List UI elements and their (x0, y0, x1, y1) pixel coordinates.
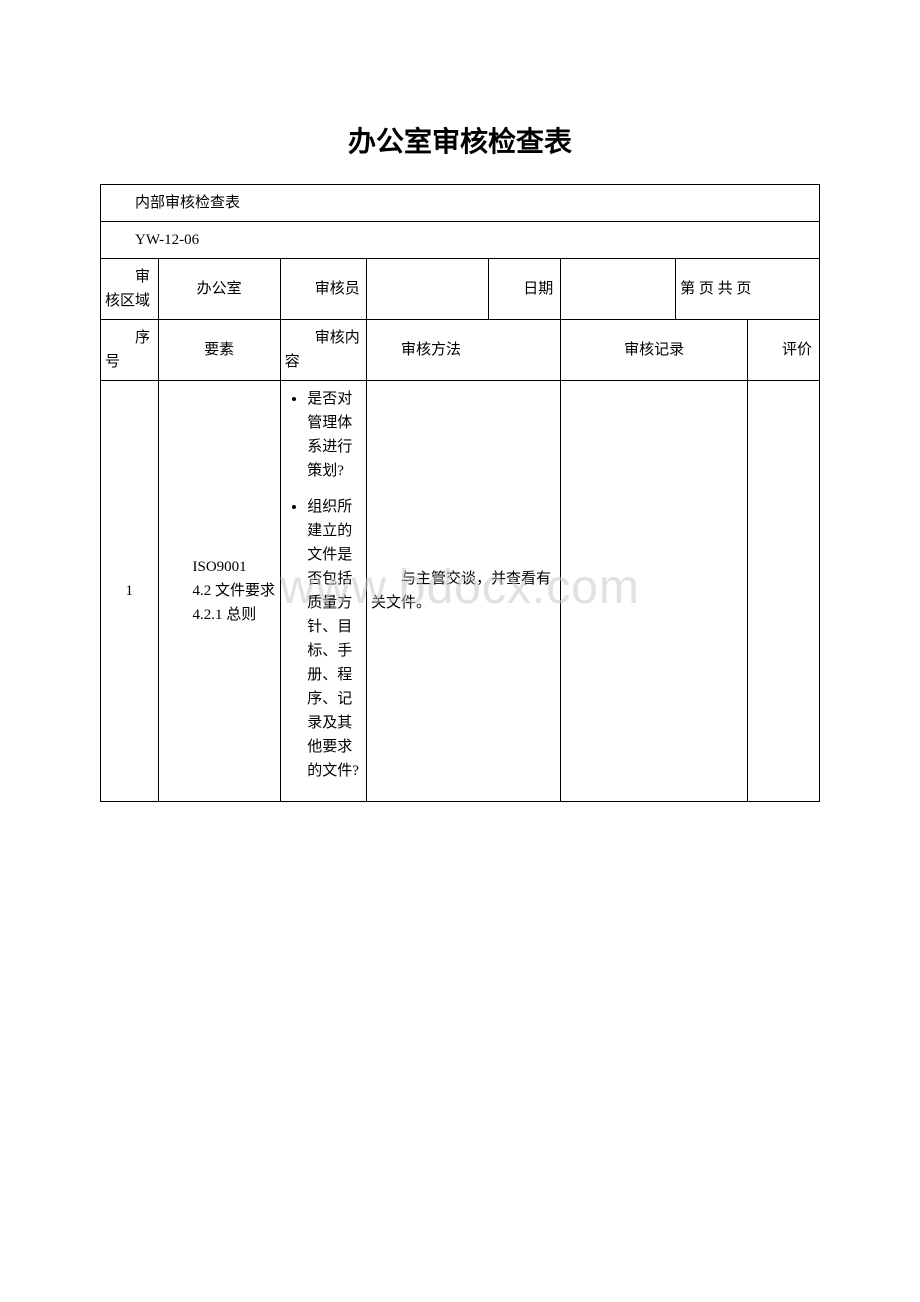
element-line2: 4.2 文件要求 (163, 579, 276, 603)
doc-code-cell: YW-12-06 (101, 222, 820, 259)
seq-cell: 1 (101, 381, 159, 802)
col-method-text: 审核方法 (371, 338, 556, 362)
audit-area-value-cell: 办公室 (158, 259, 280, 320)
date-label: 日期 (493, 277, 556, 301)
auditor-value-cell (367, 259, 489, 320)
col-eval-header: 评价 (748, 320, 820, 381)
eval-cell (748, 381, 820, 802)
audit-checklist-table: 内部审核检查表 YW-12-06 审核区域 办公室 审核员 日期 第 页 共 页 (100, 184, 820, 802)
method-cell: 与主管交谈，并查看有关文件。 (367, 381, 561, 802)
table-row: 内部审核检查表 (101, 185, 820, 222)
col-content-text: 审核内容 (285, 326, 362, 374)
col-record-header: 审核记录 (561, 320, 748, 381)
table-row: 1 ISO9001 4.2 文件要求 4.2.1 总则 是否对管理体系进行策划?… (101, 381, 820, 802)
col-seq-header: 序号 (101, 320, 159, 381)
date-label-cell: 日期 (489, 259, 561, 320)
header-title-text: 内部审核检查表 (105, 191, 815, 215)
auditor-label: 审核员 (285, 277, 362, 301)
col-seq-text: 序号 (105, 326, 154, 374)
page-title: 办公室审核检查表 (100, 120, 820, 160)
doc-code-text: YW-12-06 (105, 228, 815, 252)
content-q1: 是否对管理体系进行策划? (307, 387, 362, 483)
document-page: 办公室审核检查表 内部审核检查表 YW-12-06 审核区域 (0, 0, 920, 862)
element-line3: 4.2.1 总则 (163, 603, 276, 627)
element-line1: ISO9001 (163, 555, 276, 579)
audit-area-label: 审核区域 (105, 265, 154, 313)
content-list: 是否对管理体系进行策划? 组织所建立的文件是否包括质量方针、目标、手册、程序、记… (285, 387, 362, 783)
record-cell (561, 381, 748, 802)
header-title-cell: 内部审核检查表 (101, 185, 820, 222)
col-content-header: 审核内容 (280, 320, 366, 381)
content-q2: 组织所建立的文件是否包括质量方针、目标、手册、程序、记录及其他要求的文件? (307, 495, 362, 783)
col-method-header: 审核方法 (367, 320, 561, 381)
auditor-label-cell: 审核员 (280, 259, 366, 320)
element-cell: ISO9001 4.2 文件要求 4.2.1 总则 (158, 381, 280, 802)
page-info-cell: 第 页 共 页 (676, 259, 820, 320)
content-cell: 是否对管理体系进行策划? 组织所建立的文件是否包括质量方针、目标、手册、程序、记… (280, 381, 366, 802)
col-element-header: 要素 (158, 320, 280, 381)
method-text: 与主管交谈，并查看有关文件。 (371, 567, 556, 615)
col-eval-text: 评价 (752, 338, 815, 362)
date-value-cell (561, 259, 676, 320)
table-row: 序号 要素 审核内容 审核方法 审核记录 评价 (101, 320, 820, 381)
table-row: 审核区域 办公室 审核员 日期 第 页 共 页 (101, 259, 820, 320)
audit-area-label-cell: 审核区域 (101, 259, 159, 320)
table-row: YW-12-06 (101, 222, 820, 259)
